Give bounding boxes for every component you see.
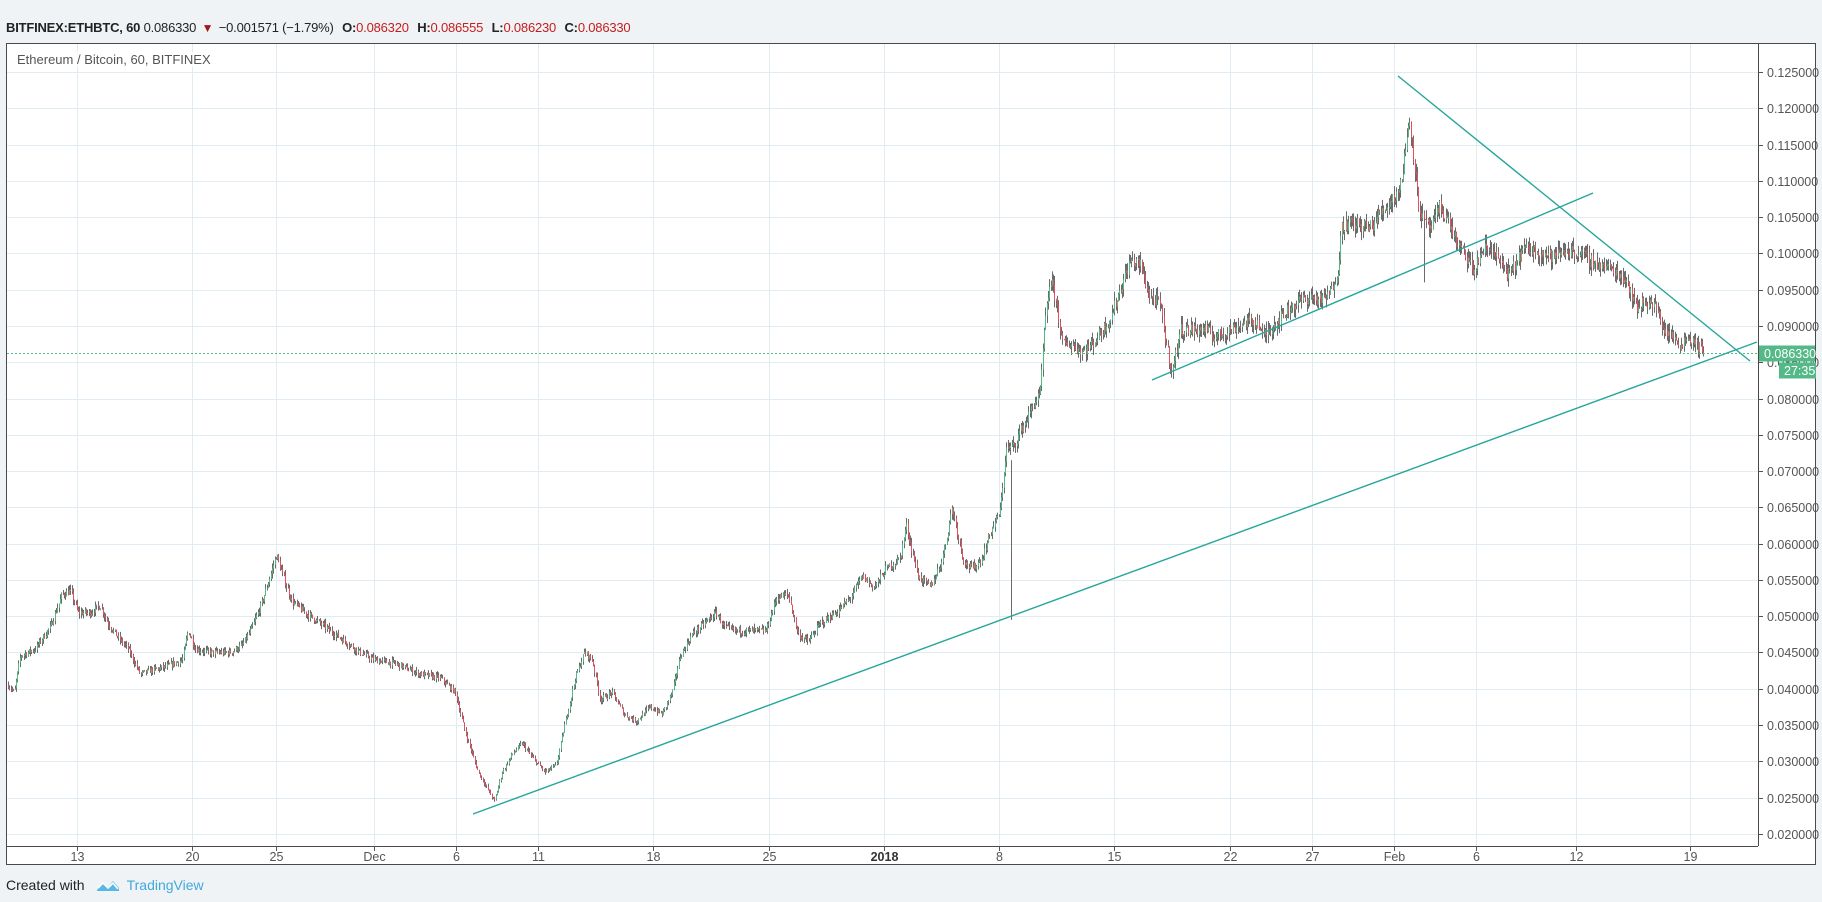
time-tick-label: 27 [1306, 850, 1320, 864]
rising-support-trendline[interactable] [1151, 192, 1594, 381]
price-tick-label: 0.090000 [1767, 320, 1819, 334]
time-tick-label: 22 [1224, 850, 1238, 864]
price-tick-label: 0.110000 [1767, 175, 1818, 189]
price-axis[interactable]: 0.125000 0.120000 0.115000 0.110000 0.105000… [1758, 44, 1819, 846]
low-value: 0.086230 [503, 20, 557, 35]
trendlines[interactable] [472, 75, 1758, 815]
price-tick-label: 0.080000 [1767, 393, 1819, 407]
price-tick-label: 0.115000 [1767, 139, 1818, 153]
price-badge [1759, 345, 1815, 362]
footer: Created with TradingView [6, 877, 204, 893]
time-tick-label: 19 [1684, 850, 1698, 864]
price-tick-label: 0.120000 [1767, 102, 1819, 116]
long-support-trendline[interactable] [472, 341, 1758, 815]
countdown-badge [1779, 362, 1816, 379]
price-tick-label: 0.095000 [1767, 284, 1819, 298]
price-tick-label: 0.020000 [1767, 828, 1819, 842]
time-axis[interactable]: 13 20 25 Dec 6 11 18 25 2018 8 15 22 27 Feb 6 12 19 [7, 846, 1758, 864]
price-tick-label: 0.035000 [1767, 719, 1819, 733]
down-triangle-icon: ▼ [201, 21, 214, 35]
time-tick-label: 12 [1570, 850, 1584, 864]
price-tick-label: 0.045000 [1767, 646, 1819, 660]
symbol-header: BITFINEX:ETHBTC, 60 0.086330 ▼ −0.001571… [6, 20, 631, 38]
time-tick-label: 2018 [871, 850, 899, 864]
close-value: 0.086330 [577, 20, 631, 35]
chart-frame [6, 43, 1816, 865]
price-tick-label: 0.070000 [1767, 465, 1819, 479]
candlestick-series [8, 117, 1704, 802]
open-value: 0.086320 [356, 20, 409, 35]
time-tick-label: 15 [1108, 850, 1122, 864]
price-tick-label: 0.105000 [1767, 211, 1819, 225]
price-tick-label: 0.030000 [1767, 755, 1819, 769]
price-tick-label: 0.060000 [1767, 538, 1819, 552]
time-tick-label: Feb [1384, 850, 1406, 864]
price-tick-label: 0.040000 [1767, 683, 1819, 697]
high-value: 0.086555 [430, 20, 484, 35]
price-tick-label: 0.065000 [1767, 501, 1819, 515]
created-with-label: Created with [6, 877, 85, 893]
open-label: O: [342, 20, 357, 35]
time-tick-label: 8 [996, 850, 1003, 864]
price-tick-label: 0.050000 [1767, 610, 1819, 624]
time-tick-label: 6 [453, 850, 460, 864]
symbol-name: BITFINEX:ETHBTC, 60 [6, 20, 141, 35]
time-tick-label: 18 [647, 850, 661, 864]
price-badge-label: 0.086330 [1764, 347, 1816, 361]
time-tick-label: 6 [1473, 850, 1480, 864]
price-tick-label: 0.075000 [1767, 429, 1819, 443]
time-tick-label: 13 [71, 850, 85, 864]
last-price-marker: 0.086330 27:35 [7, 345, 1816, 379]
last-price: 0.086330 [143, 20, 197, 35]
time-tick-label: 25 [270, 850, 284, 864]
price-change: −0.001571 (−1.79%) [218, 20, 334, 35]
descending-resistance-trendline[interactable] [1397, 75, 1751, 362]
chart-title: Ethereum / Bitcoin, 60, BITFINEX [15, 52, 213, 67]
price-tick-label: 0.055000 [1767, 574, 1819, 588]
time-tick-label: Dec [363, 850, 385, 864]
time-tick-label: 20 [186, 850, 200, 864]
price-tick-label: 0.125000 [1767, 66, 1819, 80]
close-label: C: [564, 20, 578, 35]
high-label: H: [417, 20, 431, 35]
time-tick-label: 25 [763, 850, 777, 864]
low-label: L: [491, 20, 504, 35]
grid-lines [7, 44, 1758, 846]
countdown-label: 27:35 [1784, 364, 1815, 378]
time-tick-label: 11 [532, 850, 545, 864]
price-tick-label: 0.100000 [1767, 247, 1819, 261]
tradingview-link[interactable]: TradingView [126, 877, 204, 893]
tradingview-logo-icon [96, 881, 119, 891]
price-tick-label: 0.025000 [1767, 792, 1819, 806]
